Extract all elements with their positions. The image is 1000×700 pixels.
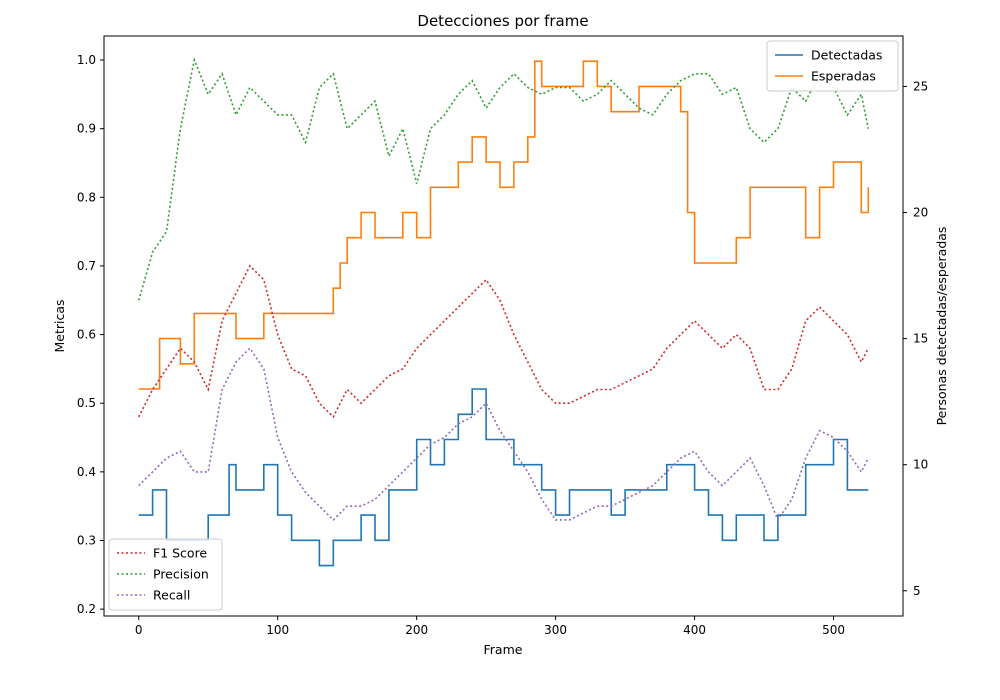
y-left-tick-label: 0.7 <box>77 259 96 273</box>
legend-label: Detectadas <box>811 48 882 63</box>
x-tick-label: 300 <box>544 623 567 637</box>
x-axis-title: Frame <box>484 642 523 657</box>
y-left-tick-label: 0.8 <box>77 190 96 204</box>
plot-frame <box>103 35 904 617</box>
y-left-tick-label: 0.6 <box>77 328 96 342</box>
y-axis-left-title: Metricas <box>52 299 67 352</box>
series-line-1 <box>138 60 870 390</box>
series-line-2 <box>137 264 870 419</box>
legend-metrics: F1 Score Precision Recall <box>108 538 223 611</box>
legend-label: F1 Score <box>153 546 207 561</box>
x-tick-label: 0 <box>135 623 143 637</box>
x-tick-label: 100 <box>266 623 289 637</box>
x-tick-label: 200 <box>405 623 428 637</box>
y-right-tick-label: 20 <box>913 206 928 220</box>
y-axis-right: 5 10 15 20 25 <box>903 79 928 598</box>
chart-title: Detecciones por frame <box>417 12 588 30</box>
y-left-tick-label: 0.4 <box>77 465 96 479</box>
legend-label: Recall <box>153 588 190 603</box>
x-tick-label: 500 <box>822 623 845 637</box>
series-line-0 <box>138 388 869 567</box>
legend-box <box>766 40 899 92</box>
x-tick-label: 400 <box>683 623 706 637</box>
y-left-tick-label: 0.3 <box>77 533 96 547</box>
x-axis: 0 100 200 300 400 500 <box>135 616 845 637</box>
y-right-tick-label: 5 <box>913 584 921 598</box>
legend-label: Precision <box>153 567 209 582</box>
y-right-tick-label: 10 <box>913 458 928 472</box>
legend-label: Esperadas <box>811 69 876 84</box>
legend-detected-expected: Detectadas Esperadas <box>766 40 899 92</box>
legend-box <box>108 538 223 611</box>
series-line-3 <box>137 57 870 301</box>
y-left-tick-label: 0.2 <box>77 602 96 616</box>
y-left-tick-label: 0.5 <box>77 396 96 410</box>
series-layer <box>137 57 870 567</box>
y-left-tick-label: 1.0 <box>77 53 96 67</box>
y-axis-left: 0.2 0.3 0.4 0.5 0.6 0.7 0.8 0.9 1.0 <box>77 53 104 616</box>
series-line-4 <box>138 347 870 522</box>
y-right-tick-label: 15 <box>913 332 928 346</box>
y-axis-right-title: Personas detectadas/esperadas <box>934 227 949 426</box>
y-right-tick-label: 25 <box>913 79 928 93</box>
y-left-tick-label: 0.9 <box>77 122 96 136</box>
